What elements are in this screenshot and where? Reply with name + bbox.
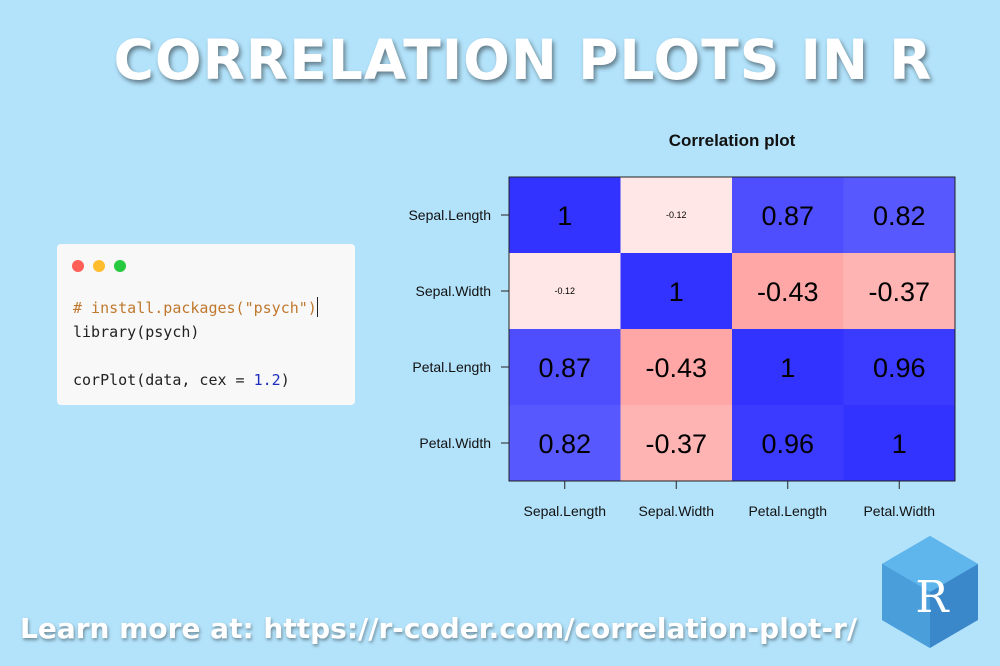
heatmap-cell <box>620 329 733 406</box>
maximize-dot-icon <box>114 260 126 272</box>
code-call-number: 1.2 <box>253 371 281 389</box>
cell-value-label: -0.43 <box>757 277 819 307</box>
heatmap-cell <box>509 329 621 406</box>
cell-value-label: 1 <box>892 429 907 459</box>
code-block: # install.packages("psych") library(psych… <box>73 296 318 392</box>
heatmap-cell <box>620 253 733 330</box>
code-call-prefix: corPlot(data, cex = <box>73 371 254 389</box>
cell-value-label: -0.37 <box>645 429 707 459</box>
x-tick-label: Sepal.Length <box>523 503 606 519</box>
cell-value-label: 0.82 <box>538 429 591 459</box>
heatmap-cell <box>620 405 733 482</box>
chart-title: Correlation plot <box>669 131 796 150</box>
page-title: CORRELATION PLOTS IN R <box>113 28 933 92</box>
learn-more-link[interactable]: Learn more at: https://r-coder.com/corre… <box>20 612 858 645</box>
code-comment: # install.packages("psych") <box>73 299 317 317</box>
heatmap-cell <box>843 405 956 482</box>
heatmap-cell <box>509 177 621 254</box>
text-caret <box>316 297 318 317</box>
heatmap-cell <box>843 177 956 254</box>
cell-value-label: -0.43 <box>645 353 707 383</box>
heatmap-cell <box>843 253 956 330</box>
window-controls <box>72 260 126 272</box>
cell-value-label: 0.82 <box>873 201 926 231</box>
x-tick-label: Petal.Length <box>748 503 827 519</box>
x-tick-label: Petal.Width <box>863 503 935 519</box>
heatmap-cell <box>732 177 844 254</box>
code-window: # install.packages("psych") library(psych… <box>57 244 355 405</box>
heatmap-cell <box>732 405 844 482</box>
close-dot-icon <box>72 260 84 272</box>
cell-value-label: 1 <box>780 353 795 383</box>
logo-letter: R <box>915 572 950 623</box>
cell-value-label: 0.87 <box>761 201 814 231</box>
heatmap-cell <box>509 405 621 482</box>
y-tick-label: Sepal.Length <box>408 207 491 223</box>
plot-frame <box>508 176 956 482</box>
cell-value-label: -0.12 <box>666 210 687 220</box>
cell-value-label: 0.96 <box>873 353 926 383</box>
y-tick-label: Petal.Width <box>419 435 491 451</box>
code-library-line: library(psych) <box>73 323 200 341</box>
cell-value-label: 1 <box>669 277 684 307</box>
y-tick-label: Sepal.Width <box>416 283 491 299</box>
r-logo-icon: R <box>882 536 978 648</box>
heatmap-cell <box>509 253 621 330</box>
cell-value-label: -0.37 <box>868 277 930 307</box>
cell-value-label: -0.12 <box>554 286 575 296</box>
correlation-chart: Correlation plot 1 -0.12 0.87 0.82 -0.12 1 -0.… <box>408 131 956 519</box>
minimize-dot-icon <box>93 260 105 272</box>
heatmap-cell <box>620 177 733 254</box>
cell-value-label: 0.87 <box>538 353 591 383</box>
cell-value-label: 1 <box>557 201 572 231</box>
heatmap-cell <box>732 253 844 330</box>
code-call-suffix: ) <box>280 371 290 389</box>
cell-value-label: 0.96 <box>761 429 814 459</box>
y-tick-label: Petal.Length <box>412 359 491 375</box>
heatmap-cell <box>843 329 956 406</box>
x-tick-label: Sepal.Width <box>639 503 714 519</box>
heatmap-cell <box>732 329 844 406</box>
